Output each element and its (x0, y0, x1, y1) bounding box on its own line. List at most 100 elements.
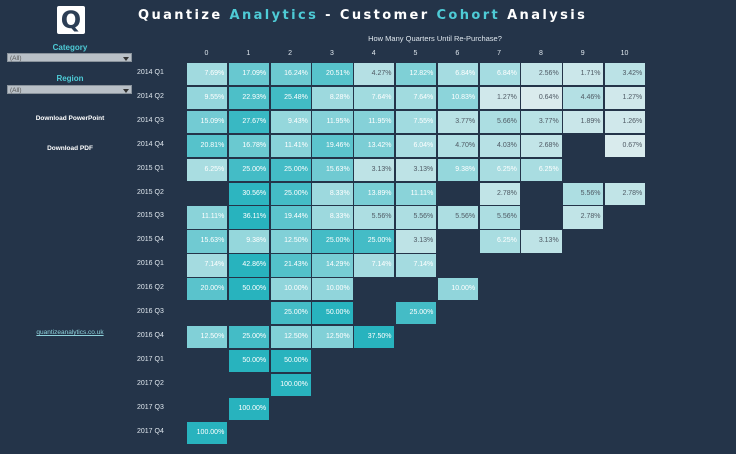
heatmap-cell[interactable]: 9.55% (186, 85, 229, 111)
heatmap-cell[interactable]: 5.56% (562, 181, 605, 206)
heatmap-cell[interactable]: 3.42% (604, 62, 647, 87)
download-powerpoint-button[interactable]: Download PowerPoint (35, 115, 105, 122)
heatmap-cell[interactable]: 3.77% (520, 109, 563, 135)
heatmap-cell[interactable]: 15.63% (186, 229, 229, 254)
heatmap-cell[interactable]: 5.56% (395, 205, 438, 230)
heatmap-cell[interactable]: 10.00% (436, 277, 480, 302)
heatmap-cell[interactable]: 7.69% (186, 62, 229, 87)
heatmap-cell[interactable]: 25.00% (227, 324, 271, 350)
heatmap-cell[interactable]: 0.64% (520, 85, 563, 111)
heatmap-cell[interactable]: 37.50% (353, 324, 396, 350)
heatmap-cell[interactable]: 6.25% (520, 157, 563, 182)
heatmap-cell[interactable]: 1.89% (562, 109, 605, 135)
heatmap-cell[interactable]: 100.00% (269, 372, 312, 398)
heatmap-cell[interactable]: 15.09% (186, 109, 229, 135)
heatmap-cell[interactable]: 5.56% (436, 205, 480, 230)
heatmap-cell[interactable]: 7.14% (353, 253, 396, 278)
heatmap-cell[interactable]: 7.64% (353, 85, 396, 111)
heatmap-cell[interactable]: 6.25% (186, 157, 229, 182)
heatmap-cell[interactable]: 10.00% (311, 277, 354, 302)
heatmap-cell[interactable]: 12.50% (186, 324, 229, 350)
heatmap-cell[interactable]: 10.00% (269, 277, 312, 302)
heatmap-cell[interactable]: 5.66% (478, 109, 521, 135)
heatmap-cell[interactable]: 20.81% (186, 133, 229, 159)
heatmap-cell[interactable]: 1.71% (562, 62, 605, 87)
heatmap-cell[interactable]: 6.25% (478, 229, 521, 254)
heatmap-cell[interactable]: 21.43% (269, 253, 312, 278)
heatmap-cell[interactable]: 11.95% (353, 109, 396, 135)
heatmap-cell[interactable]: 11.41% (269, 133, 312, 159)
heatmap-cell[interactable]: 27.67% (227, 109, 271, 135)
heatmap-cell[interactable]: 6.25% (478, 157, 521, 182)
heatmap-cell[interactable]: 4.03% (478, 133, 521, 159)
heatmap-cell[interactable]: 1.27% (478, 85, 521, 111)
heatmap-cell[interactable]: 11.11% (186, 205, 229, 230)
heatmap-cell[interactable]: 50.00% (269, 348, 312, 374)
heatmap-cell[interactable]: 2.56% (520, 62, 563, 87)
heatmap-cell[interactable]: 4.46% (562, 85, 605, 111)
heatmap-cell[interactable]: 100.00% (227, 396, 271, 421)
heatmap-cell[interactable]: 4.70% (436, 133, 480, 159)
heatmap-cell[interactable]: 8.28% (311, 85, 354, 111)
heatmap-cell[interactable]: 25.00% (353, 229, 396, 254)
heatmap-cell[interactable]: 1.26% (604, 109, 647, 135)
heatmap-cell[interactable]: 14.29% (311, 253, 354, 278)
heatmap-cell[interactable]: 5.56% (478, 205, 521, 230)
region-select[interactable]: (All) (7, 85, 132, 94)
heatmap-cell[interactable]: 36.11% (227, 205, 271, 230)
heatmap-cell[interactable]: 11.95% (311, 109, 354, 135)
heatmap-cell[interactable]: 17.09% (227, 62, 271, 87)
heatmap-cell[interactable]: 50.00% (227, 277, 271, 302)
heatmap-cell[interactable]: 30.56% (227, 181, 271, 206)
heatmap-cell[interactable]: 0.67% (604, 133, 647, 159)
heatmap-cell[interactable]: 25.00% (269, 181, 312, 206)
heatmap-cell[interactable]: 6.84% (478, 62, 521, 87)
heatmap-cell[interactable]: 25.00% (269, 301, 312, 326)
heatmap-cell[interactable]: 50.00% (311, 301, 354, 326)
heatmap-cell[interactable]: 3.13% (520, 229, 563, 254)
heatmap-cell[interactable]: 2.78% (562, 205, 605, 230)
heatmap-cell[interactable]: 19.44% (269, 205, 312, 230)
heatmap-cell[interactable]: 9.38% (227, 229, 271, 254)
heatmap-cell[interactable]: 5.56% (353, 205, 396, 230)
heatmap-cell[interactable]: 100.00% (186, 420, 229, 445)
heatmap-cell[interactable]: 9.43% (269, 109, 312, 135)
heatmap-cell[interactable]: 13.89% (353, 181, 396, 206)
heatmap-cell[interactable]: 7.14% (186, 253, 229, 278)
heatmap-cell[interactable]: 25.00% (269, 157, 312, 182)
heatmap-cell[interactable]: 12.50% (269, 229, 312, 254)
heatmap-cell[interactable]: 2.78% (478, 181, 521, 206)
heatmap-cell[interactable]: 42.86% (227, 253, 271, 278)
heatmap-cell[interactable]: 3.77% (436, 109, 480, 135)
heatmap-cell[interactable]: 7.64% (395, 85, 438, 111)
heatmap-cell[interactable]: 8.33% (311, 181, 354, 206)
heatmap-cell[interactable]: 8.33% (311, 205, 354, 230)
heatmap-cell[interactable]: 3.13% (395, 229, 438, 254)
heatmap-cell[interactable]: 7.14% (395, 253, 438, 278)
heatmap-cell[interactable]: 1.27% (604, 85, 647, 111)
heatmap-cell[interactable]: 4.27% (353, 62, 396, 87)
heatmap-cell[interactable]: 13.42% (353, 133, 396, 159)
heatmap-cell[interactable]: 3.13% (353, 157, 396, 182)
heatmap-cell[interactable]: 25.00% (311, 229, 354, 254)
heatmap-cell[interactable]: 20.51% (311, 62, 354, 87)
heatmap-cell[interactable]: 16.78% (227, 133, 271, 159)
category-select[interactable]: (All) (7, 53, 132, 62)
heatmap-cell[interactable]: 12.50% (311, 324, 354, 350)
heatmap-cell[interactable]: 15.63% (311, 157, 354, 182)
heatmap-cell[interactable]: 2.78% (604, 181, 647, 206)
heatmap-cell[interactable]: 10.83% (436, 85, 480, 111)
heatmap-cell[interactable]: 6.84% (436, 62, 480, 87)
download-pdf-button[interactable]: Download PDF (47, 145, 93, 152)
heatmap-cell[interactable]: 3.13% (395, 157, 438, 182)
heatmap-cell[interactable]: 6.04% (395, 133, 438, 159)
heatmap-cell[interactable]: 11.11% (395, 181, 438, 206)
heatmap-cell[interactable]: 16.24% (269, 62, 312, 87)
heatmap-cell[interactable]: 25.00% (395, 301, 438, 326)
heatmap-cell[interactable]: 25.00% (227, 157, 271, 182)
website-link[interactable]: quantizeanalytics.co.uk (36, 329, 104, 336)
heatmap-cell[interactable]: 50.00% (227, 348, 271, 374)
heatmap-cell[interactable]: 22.93% (227, 85, 271, 111)
heatmap-cell[interactable]: 12.82% (395, 62, 438, 87)
heatmap-cell[interactable]: 7.55% (395, 109, 438, 135)
